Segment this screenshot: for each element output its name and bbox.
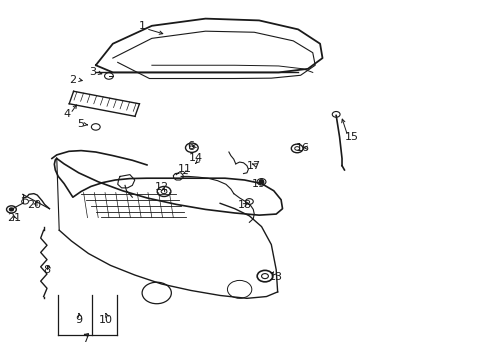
Text: 5: 5 — [78, 120, 84, 129]
Text: 2: 2 — [69, 75, 76, 85]
Text: 4: 4 — [63, 109, 70, 119]
Text: 1: 1 — [138, 21, 145, 31]
Text: 12: 12 — [154, 182, 168, 192]
Text: 3: 3 — [89, 67, 96, 77]
Text: 20: 20 — [27, 200, 41, 210]
Text: 19: 19 — [251, 179, 265, 189]
Text: 9: 9 — [75, 315, 82, 325]
Text: 7: 7 — [82, 333, 89, 343]
Text: 14: 14 — [188, 153, 203, 163]
Text: 17: 17 — [247, 161, 261, 171]
Circle shape — [9, 208, 13, 211]
Text: 21: 21 — [7, 213, 21, 222]
Text: 18: 18 — [237, 200, 251, 210]
Text: 6: 6 — [187, 141, 194, 151]
Text: 15: 15 — [344, 132, 358, 142]
Text: 13: 13 — [269, 272, 283, 282]
Text: 11: 11 — [178, 164, 192, 174]
Text: 10: 10 — [98, 315, 112, 325]
Text: 16: 16 — [295, 143, 309, 153]
Circle shape — [259, 180, 263, 183]
Text: 8: 8 — [43, 265, 50, 275]
